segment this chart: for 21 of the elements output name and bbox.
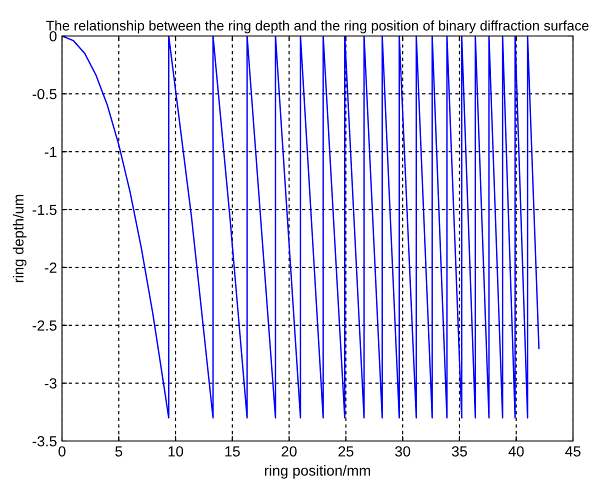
y-tick-label: -2	[44, 262, 56, 273]
y-tick-label: -3.5	[32, 436, 57, 446]
y-axis-title: ring depth/um	[12, 194, 26, 282]
x-tick-label: 45	[565, 446, 580, 457]
x-tick-label: 30	[395, 446, 410, 457]
y-tick-label: -1.5	[32, 204, 57, 215]
y-tick-label: 0	[50, 31, 57, 42]
y-tick-label: -1	[44, 146, 56, 157]
y-tick-label: -0.5	[32, 88, 57, 100]
y-tick-label: -3	[44, 378, 56, 389]
x-tick-label: 25	[338, 446, 354, 457]
x-tick-label: 35	[452, 446, 467, 457]
x-tick-label: 40	[508, 446, 524, 457]
y-tick-label: -2.5	[32, 320, 57, 331]
x-tick-label: 15	[225, 446, 240, 457]
line-series	[62, 36, 540, 419]
x-tick-label: 0	[58, 446, 66, 457]
x-tick-label: 10	[168, 446, 184, 457]
x-tick-label: 20	[282, 446, 297, 457]
x-axis-title: ring position/mm	[264, 465, 370, 479]
x-tick-label: 5	[115, 446, 122, 457]
